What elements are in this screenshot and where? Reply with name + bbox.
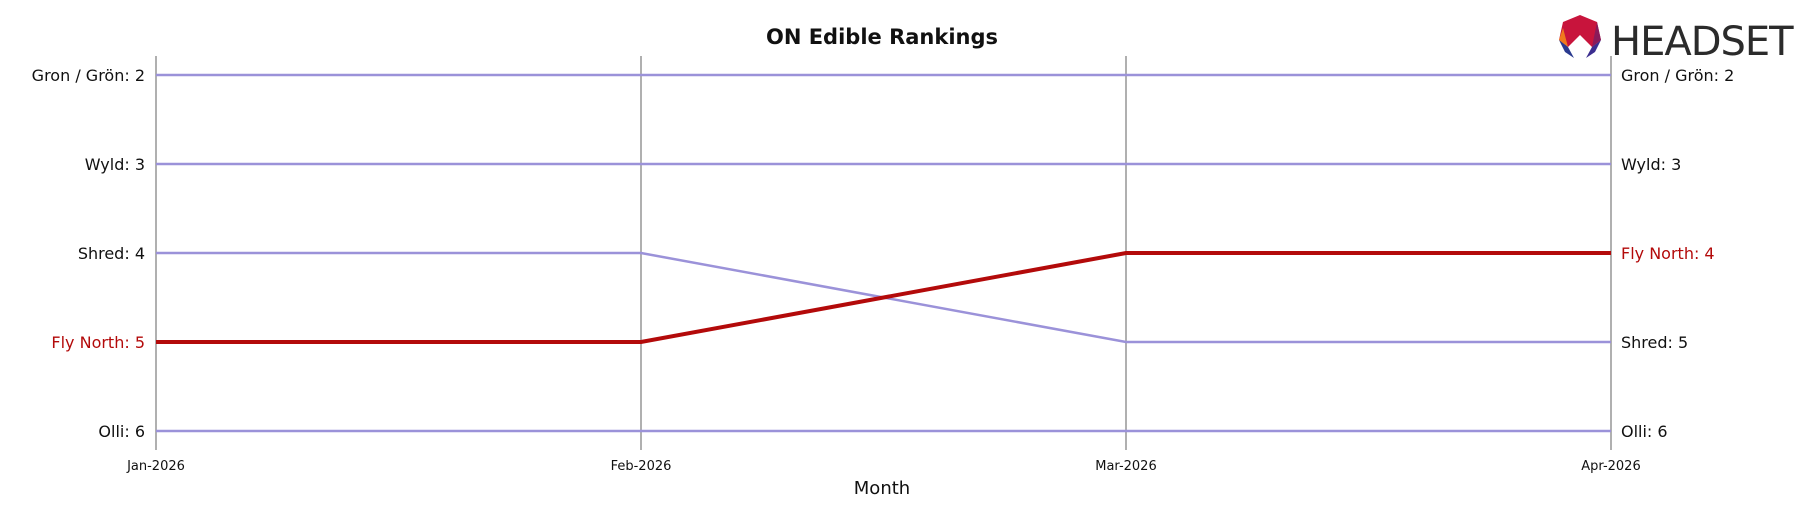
right-rank-labels: Gron / Grön: 2 Wyld: 3 Fly North: 4 Shred: … <box>1621 66 1734 441</box>
right-rank-label: Fly North: 4 <box>1621 244 1715 263</box>
chart-title: ON Edible Rankings <box>766 25 998 49</box>
left-rank-labels: Gron / Grön: 2 Wyld: 3 Shred: 4 Fly North: … <box>32 66 145 441</box>
left-rank-label: Olli: 6 <box>98 422 145 441</box>
left-rank-label: Gron / Grön: 2 <box>32 66 145 85</box>
left-rank-label: Shred: 4 <box>78 244 145 263</box>
x-tick-label: Jan-2026 <box>126 459 185 474</box>
series-line-fly-north <box>156 251 1611 344</box>
x-axis-title: Month <box>854 478 910 499</box>
right-rank-label: Olli: 6 <box>1621 422 1668 441</box>
x-tick-label: Apr-2026 <box>1581 459 1640 474</box>
right-rank-label: Gron / Grön: 2 <box>1621 66 1734 85</box>
left-rank-label: Fly North: 5 <box>51 333 145 352</box>
right-rank-label: Wyld: 3 <box>1621 155 1681 174</box>
x-tick-label: Feb-2026 <box>611 459 672 474</box>
series-lines <box>156 73 1611 433</box>
left-rank-label: Wyld: 3 <box>85 155 145 174</box>
x-tick-label: Mar-2026 <box>1095 459 1156 474</box>
right-rank-label: Shred: 5 <box>1621 333 1688 352</box>
logo-text: HEADSET <box>1611 19 1794 65</box>
headset-logo-mark <box>1559 15 1601 58</box>
x-tick-labels: Jan-2026 Feb-2026 Mar-2026 Apr-2026 <box>126 459 1641 474</box>
headset-logo: HEADSET <box>1559 15 1795 65</box>
